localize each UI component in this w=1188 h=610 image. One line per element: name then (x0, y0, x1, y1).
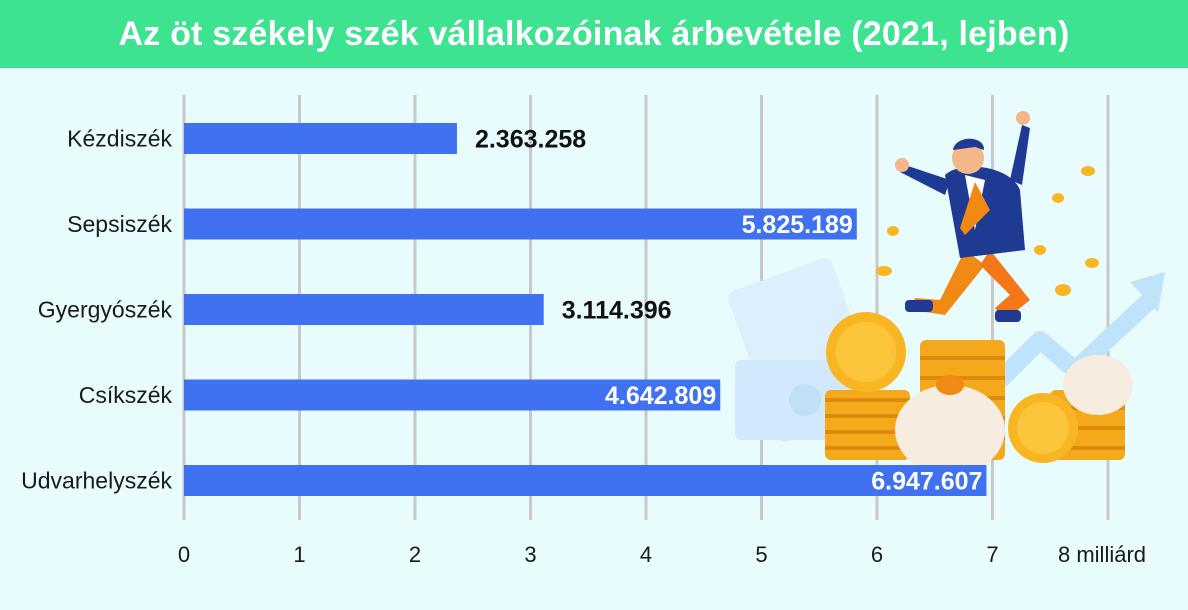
x-tick-label: 7 (986, 542, 998, 567)
bar (184, 123, 457, 154)
category-labels: Kézdiszék Sepsiszék Gyergyószék Csíkszék Udv… (21, 126, 172, 494)
category-label: Udvarhelyszék (21, 468, 172, 494)
x-tick-label: 3 (524, 542, 536, 567)
bar (184, 294, 544, 325)
value-label: 4.642.809 (605, 382, 716, 410)
x-tick-label: 8 milliárd (1058, 542, 1146, 567)
bar (184, 379, 721, 411)
jumping-businessman-with-coins-icon (728, 111, 1165, 475)
x-tick-label: 4 (640, 542, 652, 567)
value-label: 5.825.189 (742, 211, 853, 239)
bar (184, 208, 857, 240)
chart-title: Az öt székely szék vállalkozóinak árbevé… (118, 14, 1070, 53)
value-label: 2.363.258 (475, 126, 586, 154)
x-tick-label: 1 (293, 542, 305, 567)
x-axis-tick-labels: 0 1 2 3 4 5 6 7 8 milliárd (178, 542, 1146, 567)
value-label: 6.947.607 (871, 468, 982, 496)
value-label: 3.114.396 (562, 297, 672, 325)
x-tick-label: 6 (871, 542, 883, 567)
x-tick-label: 0 (178, 542, 190, 567)
category-label: Kézdiszék (67, 126, 172, 152)
value-labels: 2.363.258 5.825.189 3.114.396 4.642.809 6.94… (475, 126, 982, 496)
bar (184, 465, 987, 496)
title-bar: Az öt székely szék vállalkozóinak árbevé… (0, 0, 1188, 68)
category-label: Sepsiszék (67, 211, 172, 237)
x-tick-label: 2 (409, 542, 421, 567)
category-label: Csíkszék (79, 382, 173, 408)
x-tick-label: 5 (755, 542, 767, 567)
category-label: Gyergyószék (38, 297, 173, 323)
bars (184, 123, 987, 496)
